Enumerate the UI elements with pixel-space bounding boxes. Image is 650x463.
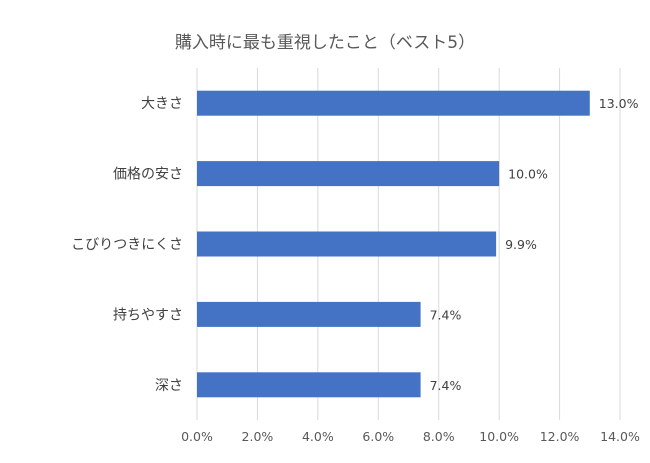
data-label: 7.4% bbox=[430, 378, 462, 393]
x-tick-label: 6.0% bbox=[362, 429, 394, 444]
data-label: 10.0% bbox=[508, 167, 548, 182]
x-tick-label: 4.0% bbox=[302, 429, 334, 444]
x-tick-label: 12.0% bbox=[540, 429, 580, 444]
chart-title: 購入時に最も重視したこと（ベスト5） bbox=[174, 33, 476, 53]
category-label: 深さ bbox=[155, 378, 183, 394]
bar bbox=[197, 231, 497, 257]
x-tick-label: 0.0% bbox=[181, 429, 213, 444]
x-tick-label: 8.0% bbox=[423, 429, 455, 444]
bar bbox=[197, 90, 590, 116]
category-label: 持ちやすさ bbox=[113, 307, 183, 323]
data-label: 7.4% bbox=[430, 307, 462, 322]
bar bbox=[197, 301, 421, 327]
data-label: 9.9% bbox=[505, 237, 537, 252]
category-label: 大きさ bbox=[141, 96, 183, 112]
category-label: こびりつきにくさ bbox=[71, 237, 183, 253]
x-tick-label: 14.0% bbox=[600, 429, 640, 444]
bar bbox=[197, 161, 500, 187]
bar bbox=[197, 372, 421, 398]
x-tick-label: 2.0% bbox=[242, 429, 274, 444]
category-label: 価格の安さ bbox=[113, 167, 183, 183]
data-label: 13.0% bbox=[599, 96, 639, 111]
x-tick-label: 10.0% bbox=[479, 429, 519, 444]
